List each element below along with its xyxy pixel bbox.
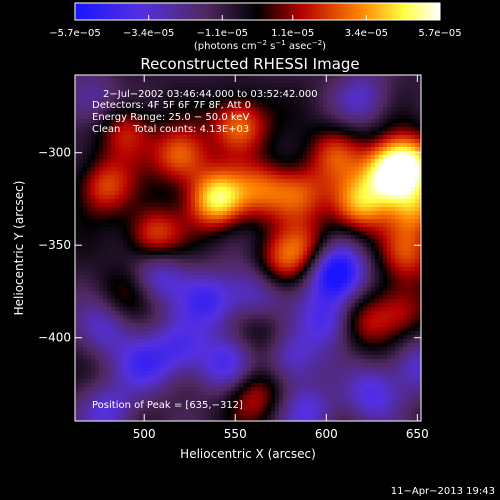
y-axis: −300 −350 −400: [38, 146, 421, 345]
colorbar-tick-label: 1.1e−05: [271, 28, 314, 39]
annotation-total-counts: Clean Total counts: 4.13E+03: [92, 124, 249, 135]
info-annotations: 2−Jul−2002 03:46:44.000 to 03:52:42.000 …: [92, 89, 318, 411]
y-tick-label: −300: [38, 146, 71, 160]
x-axis: 500 550 600 650: [133, 75, 429, 441]
x-tick-label: 500: [133, 427, 156, 441]
y-tick-label: −350: [38, 238, 71, 252]
x-axis-label: Heliocentric X (arcsec): [180, 447, 316, 461]
annotation-time-range: 2−Jul−2002 03:46:44.000 to 03:52:42.000: [103, 89, 318, 100]
colorbar-tick-label: 5.7e−05: [418, 28, 461, 39]
colorbar-gradient: [74, 2, 441, 21]
colorbar-tick-label: −5.7e−05: [49, 28, 101, 39]
x-tick-label: 600: [315, 427, 338, 441]
peak-position-label: Position of Peak = [635,−312]: [92, 400, 243, 411]
colorbar-tick-label: −3.4e−05: [123, 28, 175, 39]
y-tick-label: −400: [38, 331, 71, 345]
y-axis-label: Heliocentric Y (arcsec): [12, 181, 26, 316]
heatmap-container: [75, 75, 421, 421]
chart-title: Reconstructed RHESSI Image: [140, 55, 359, 73]
colorbar-unit-label: (photons cm−2 s−1 asec−2): [194, 39, 326, 52]
heatmap-image: [75, 75, 421, 421]
x-tick-label: 550: [224, 427, 247, 441]
annotation-detectors: Detectors: 4F 5F 6F 7F 8F, Att 0: [92, 100, 251, 111]
colorbar: −5.7e−05 −3.4e−05 −1.1e−05 1.1e−05 3.4e−05 5.…: [49, 2, 462, 52]
colorbar-ticks: −5.7e−05 −3.4e−05 −1.1e−05 1.1e−05 3.4e−05 5.…: [49, 15, 462, 39]
colorbar-tick-label: 3.4e−05: [345, 28, 388, 39]
annotation-energy-range: Energy Range: 25.0 − 50.0 keV: [92, 112, 249, 123]
generation-date: 11−Apr−2013 19:43: [391, 486, 495, 497]
x-tick-label: 650: [406, 427, 429, 441]
plot-frame: [74, 74, 422, 422]
colorbar-tick-label: −1.1e−05: [197, 28, 249, 39]
